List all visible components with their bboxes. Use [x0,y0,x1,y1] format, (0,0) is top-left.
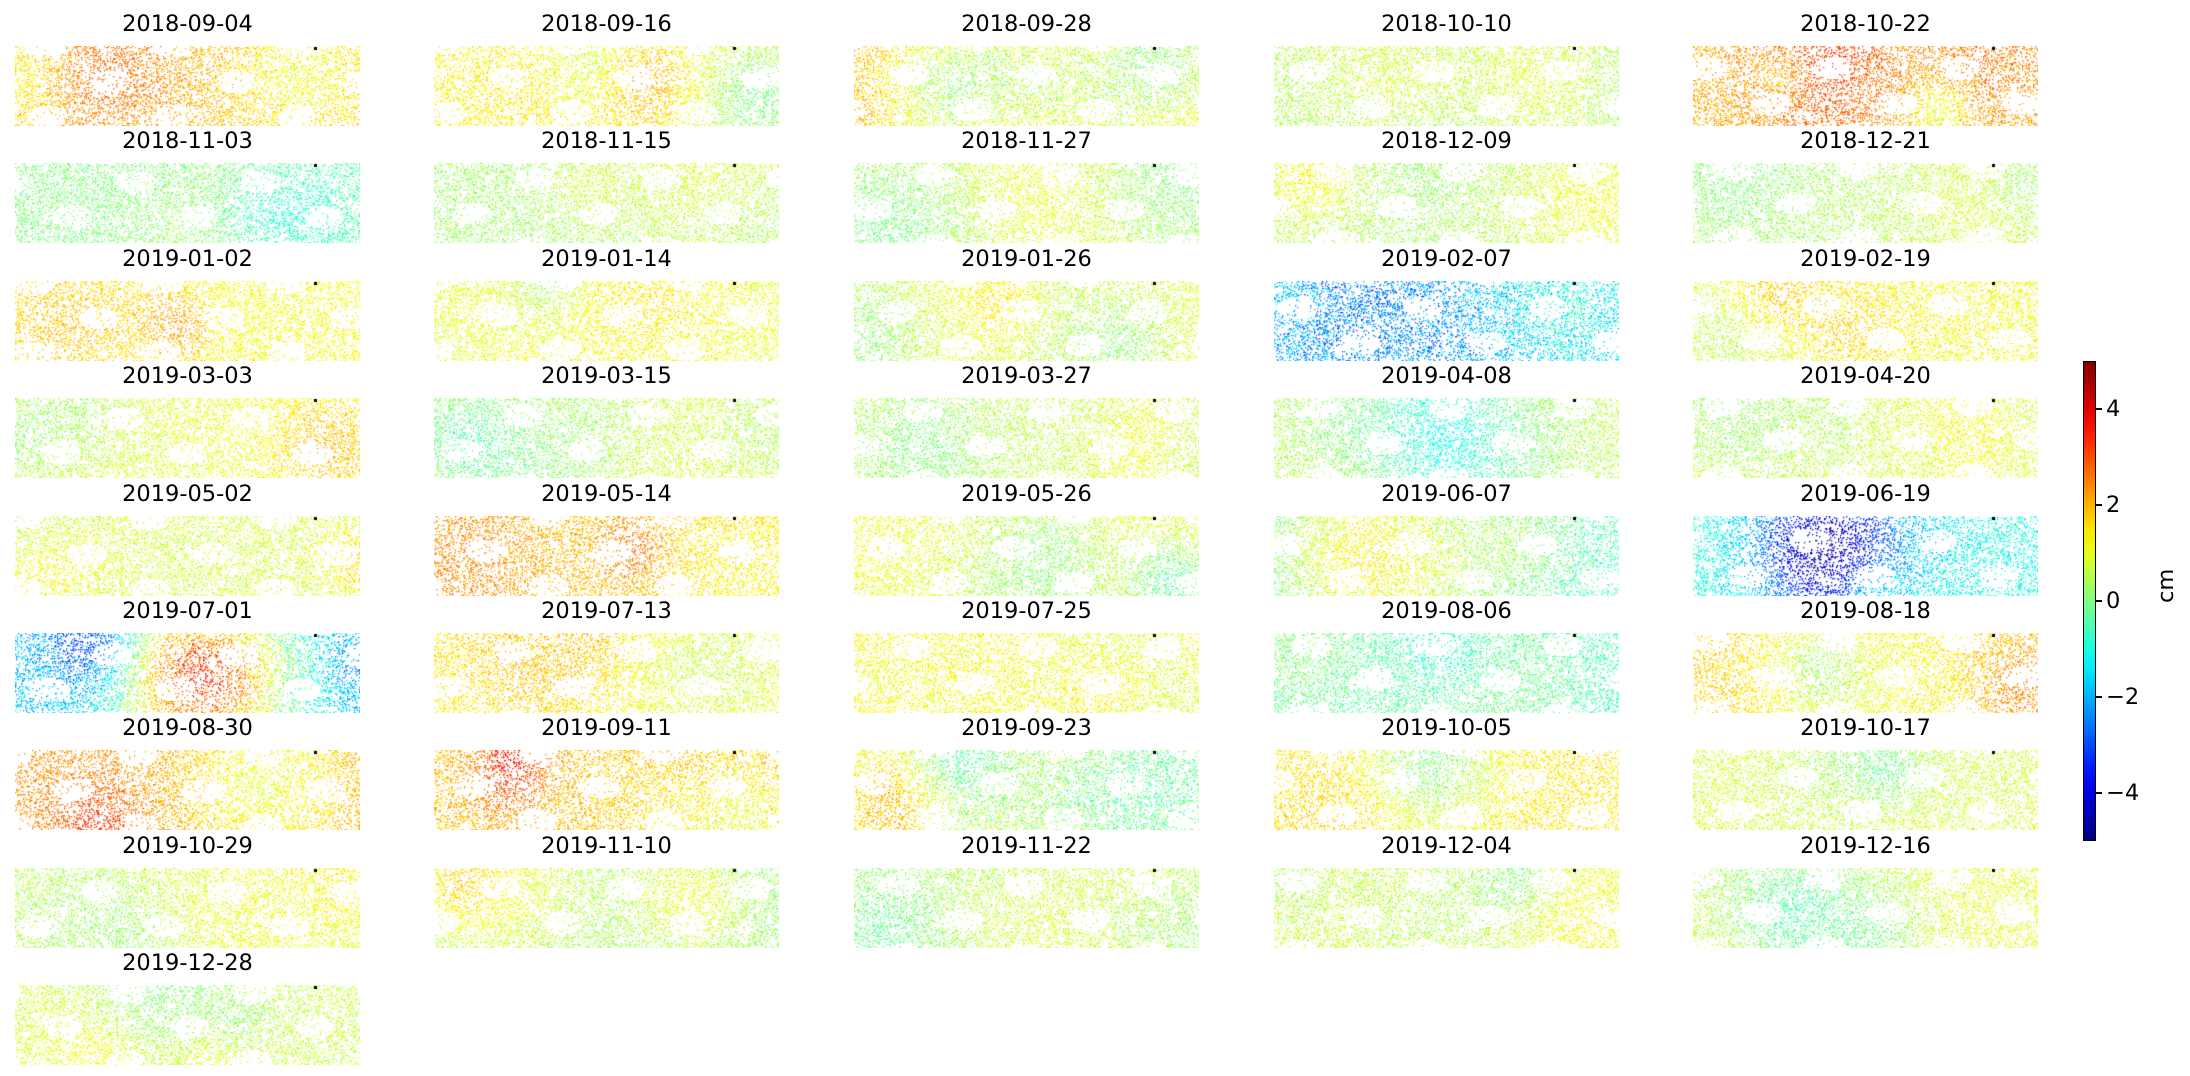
displacement-map [434,868,779,948]
colorbar-tick [2096,600,2102,602]
panel-title: 2019-11-22 [961,833,1092,859]
displacement-map [1693,281,2038,361]
displacement-map [1274,163,1619,243]
panel-title: 2019-08-18 [1800,598,1931,624]
panel-title: 2019-02-07 [1381,246,1512,272]
panel-title: 2018-09-28 [961,11,1092,37]
panel-title: 2018-10-22 [1800,11,1931,37]
panel-title: 2018-11-03 [122,128,253,154]
panel-title: 2019-07-01 [122,598,253,624]
colorbar-gradient [2083,361,2096,841]
panel-title: 2019-04-08 [1381,363,1512,389]
displacement-map [1693,398,2038,478]
displacement-map [15,633,360,713]
displacement-map [1274,868,1619,948]
displacement-map [854,281,1199,361]
displacement-map [1274,750,1619,830]
panel-title: 2019-09-11 [541,715,672,741]
panel-title: 2019-02-19 [1800,246,1931,272]
panel-title: 2019-01-14 [541,246,672,272]
panel-title: 2019-08-30 [122,715,253,741]
panel-title: 2019-07-25 [961,598,1092,624]
panel-title: 2019-08-06 [1381,598,1512,624]
displacement-map [1693,750,2038,830]
colorbar: 4 2 0 −2 −4 [2083,361,2153,843]
displacement-map [854,398,1199,478]
panel-title: 2019-05-26 [961,481,1092,507]
displacement-map [434,750,779,830]
colorbar-tick-label: 4 [2106,396,2121,422]
panel-title: 2019-03-27 [961,363,1092,389]
panel-title: 2019-04-20 [1800,363,1931,389]
displacement-map [434,633,779,713]
panel-title: 2019-06-07 [1381,481,1512,507]
displacement-map [434,163,779,243]
panel-title: 2019-09-23 [961,715,1092,741]
panel-title: 2019-10-17 [1800,715,1931,741]
panel-title: 2019-12-16 [1800,833,1931,859]
displacement-map [854,516,1199,596]
colorbar-tick [2096,504,2102,506]
displacement-map [1693,46,2038,126]
panel-title: 2018-09-04 [122,11,253,37]
panel-title: 2019-05-14 [541,481,672,507]
colorbar-tick-label: 0 [2106,588,2121,614]
displacement-map [854,750,1199,830]
colorbar-tick [2096,696,2102,698]
colorbar-tick-label: −4 [2106,780,2140,806]
panel-title: 2019-03-15 [541,363,672,389]
displacement-map [434,398,779,478]
panel-title: 2018-12-21 [1800,128,1931,154]
displacement-map [15,516,360,596]
panel-title: 2019-01-02 [122,246,253,272]
displacement-map [15,398,360,478]
displacement-map [1274,633,1619,713]
displacement-map [15,868,360,948]
displacement-map [854,868,1199,948]
displacement-map [1274,281,1619,361]
colorbar-tick-label: 2 [2106,492,2121,518]
displacement-map [15,750,360,830]
panel-title: 2019-06-19 [1800,481,1931,507]
panel-title: 2018-12-09 [1381,128,1512,154]
displacement-map [15,46,360,126]
panel-title: 2019-07-13 [541,598,672,624]
panel-title: 2018-11-27 [961,128,1092,154]
panel-title: 2018-09-16 [541,11,672,37]
panel-title: 2019-12-28 [122,950,253,976]
panel-title: 2018-11-15 [541,128,672,154]
displacement-map [1693,516,2038,596]
panel-title: 2019-05-02 [122,481,253,507]
displacement-map [1693,163,2038,243]
displacement-map [854,633,1199,713]
displacement-map [15,163,360,243]
colorbar-tick-label: −2 [2106,684,2140,710]
displacement-map [434,46,779,126]
displacement-map [854,163,1199,243]
displacement-map [1693,868,2038,948]
displacement-map [15,281,360,361]
displacement-map [15,985,360,1065]
colorbar-tick [2096,408,2102,410]
displacement-map [1693,633,2038,713]
panel-title: 2019-10-05 [1381,715,1512,741]
panel-title: 2019-10-29 [122,833,253,859]
displacement-map [1274,398,1619,478]
displacement-map [1274,516,1619,596]
displacement-map [1274,46,1619,126]
colorbar-unit-label: cm [2153,568,2179,603]
displacement-map [854,46,1199,126]
colorbar-tick [2096,792,2102,794]
displacement-map [434,281,779,361]
displacement-map [434,516,779,596]
panel-title: 2019-03-03 [122,363,253,389]
panel-title: 2018-10-10 [1381,11,1512,37]
panel-title: 2019-12-04 [1381,833,1512,859]
panel-title: 2019-11-10 [541,833,672,859]
panel-title: 2019-01-26 [961,246,1092,272]
